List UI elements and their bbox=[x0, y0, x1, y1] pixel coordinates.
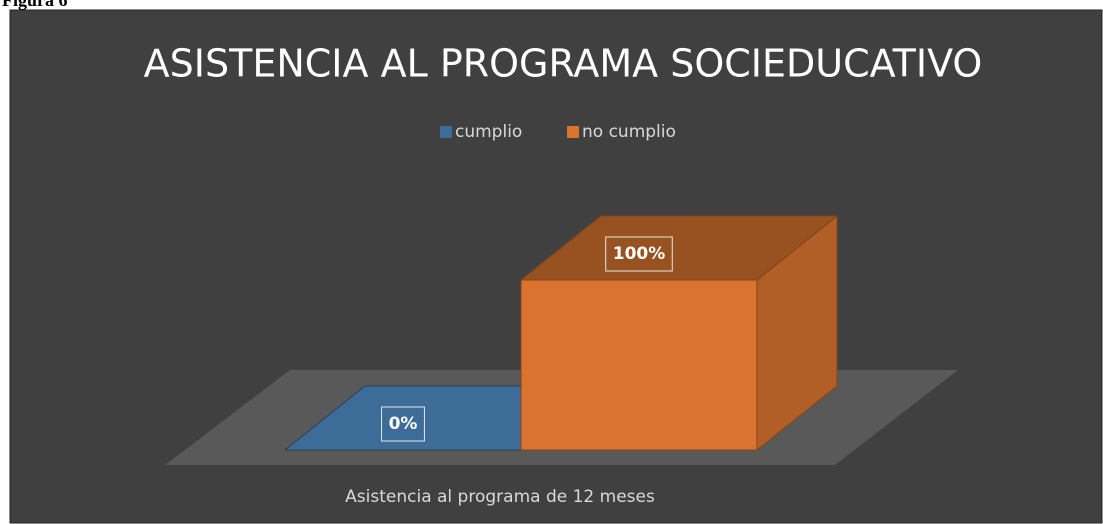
bar-top bbox=[519, 215, 839, 281]
bars bbox=[283, 214, 839, 452]
data-label-box bbox=[381, 406, 425, 442]
data-label-box bbox=[605, 236, 673, 272]
chart-title: ASISTENCIA AL PROGRAMA SOCIEDUCATIVO bbox=[144, 42, 983, 86]
data-labels: 0% 100% bbox=[381, 236, 673, 442]
legend: cumplio no cumplio bbox=[440, 122, 676, 142]
legend-label: no cumplio bbox=[582, 122, 676, 142]
bar-front bbox=[520, 279, 758, 451]
x-tick-label: Asistencia al programa de 12 meses bbox=[345, 487, 655, 507]
legend-swatch bbox=[440, 126, 452, 138]
data-label: 100% bbox=[613, 244, 666, 264]
legend-swatch bbox=[567, 126, 579, 138]
caption: Figura 6 bbox=[2, 0, 68, 10]
legend-label: cumplio bbox=[455, 122, 522, 142]
data-label: 0% bbox=[389, 414, 418, 434]
